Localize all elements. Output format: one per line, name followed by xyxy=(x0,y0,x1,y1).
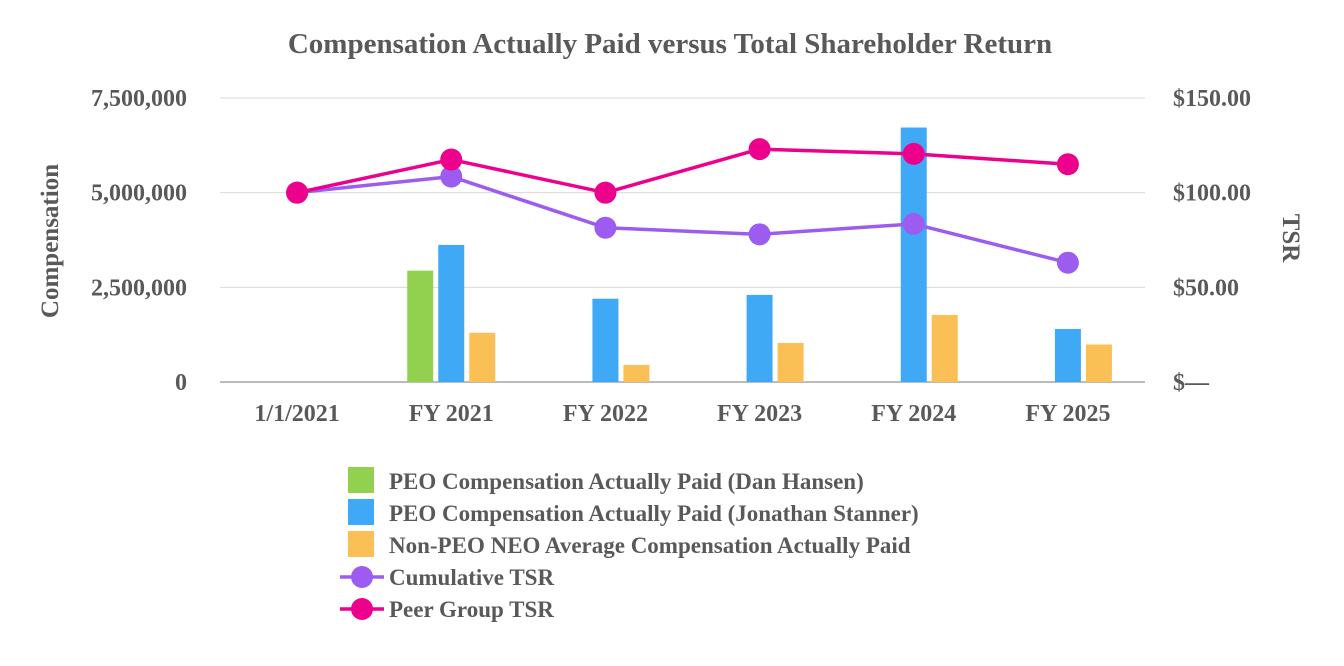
x-tick-label: 1/1/2021 xyxy=(254,401,339,427)
x-tick-label: FY 2023 xyxy=(717,401,802,427)
bars xyxy=(407,127,1112,382)
ticks: 0 2,500,000 5,000,000 7,500,000 $— $50.00 $100… xyxy=(91,86,1251,427)
point xyxy=(440,165,463,188)
series-line xyxy=(296,147,1069,195)
y2-tick-label: $150.00 xyxy=(1173,86,1251,112)
bar xyxy=(407,270,434,382)
bar xyxy=(900,127,927,382)
series-line xyxy=(296,174,1069,265)
bar xyxy=(592,298,619,382)
bar xyxy=(746,294,773,382)
point xyxy=(440,148,463,171)
y2-tick-label: $50.00 xyxy=(1173,275,1239,301)
point xyxy=(902,212,925,235)
legend-label: PEO Compensation Actually Paid (Dan Hans… xyxy=(389,469,864,494)
x-tick-label: FY 2021 xyxy=(409,401,494,427)
point xyxy=(594,216,617,239)
bar xyxy=(438,244,465,382)
point xyxy=(902,142,925,165)
legend-label: Peer Group TSR xyxy=(389,597,554,622)
legend-marker xyxy=(351,598,373,620)
y2-axis-label: TSR xyxy=(1277,214,1304,264)
point xyxy=(748,223,771,246)
bar xyxy=(469,332,496,382)
lines xyxy=(286,138,1079,274)
point xyxy=(748,138,771,161)
x-tick-label: FY 2024 xyxy=(871,401,956,427)
legend-label: Non-PEO NEO Average Compensation Actuall… xyxy=(389,533,911,558)
point xyxy=(1056,251,1079,274)
y2-tick-label: $— xyxy=(1173,370,1210,396)
legend-label: PEO Compensation Actually Paid (Jonathan… xyxy=(389,501,919,526)
legend: PEO Compensation Actually Paid (Dan Hans… xyxy=(340,467,919,622)
bar xyxy=(1054,328,1081,382)
point xyxy=(286,181,309,204)
legend-swatch xyxy=(348,531,374,557)
bar xyxy=(777,342,804,382)
point xyxy=(1056,153,1079,176)
y2-tick-label: $100.00 xyxy=(1173,181,1251,207)
bar xyxy=(623,364,650,382)
x-tick-label: FY 2022 xyxy=(563,401,648,427)
y-tick-label: 5,000,000 xyxy=(91,181,187,207)
legend-label: Cumulative TSR xyxy=(389,565,554,590)
point xyxy=(594,181,617,204)
y-tick-label: 0 xyxy=(175,370,187,396)
gridlines xyxy=(220,97,1145,383)
y-tick-label: 7,500,000 xyxy=(91,86,187,112)
bar xyxy=(931,314,958,382)
legend-marker xyxy=(351,566,373,588)
x-tick-label: FY 2025 xyxy=(1025,401,1110,427)
legend-swatch xyxy=(348,499,374,525)
bar xyxy=(1085,344,1112,382)
y-axis-label: Compensation xyxy=(37,164,64,318)
legend-swatch xyxy=(348,467,374,493)
chart-title: Compensation Actually Paid versus Total … xyxy=(288,28,1052,60)
y-tick-label: 2,500,000 xyxy=(91,275,187,301)
